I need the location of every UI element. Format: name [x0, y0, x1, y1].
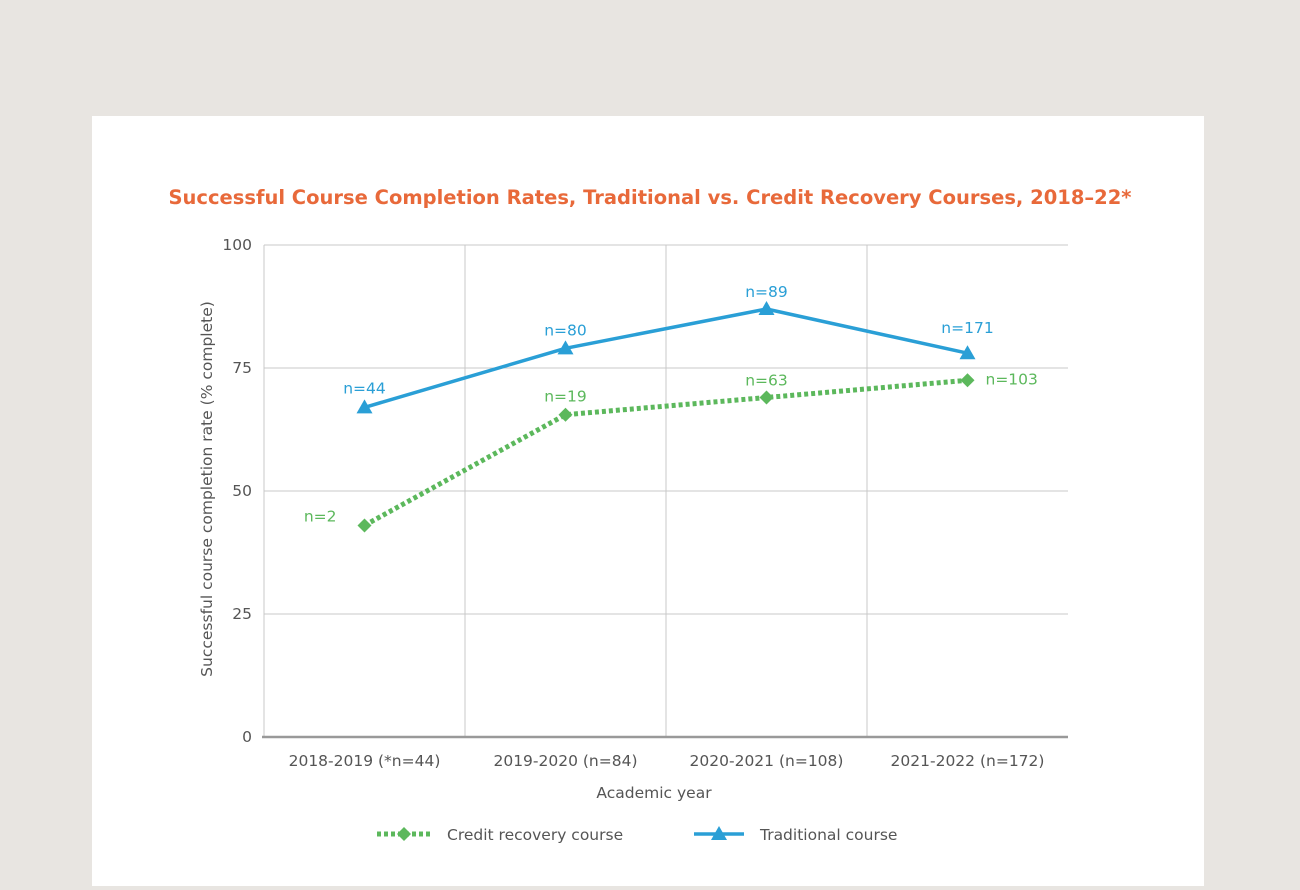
y-axis-ticks: 0 25 50 75 100 [222, 236, 252, 746]
gridlines [262, 244, 1068, 739]
data-point-credit-recovery [759, 390, 774, 405]
x-tick-label: 2020-2021 (n=108) [690, 752, 844, 770]
series-line-credit-recovery [363, 377, 968, 528]
legend-label-traditional: Traditional course [759, 826, 897, 844]
data-label: n=63 [745, 372, 788, 390]
data-label: n=171 [941, 319, 993, 337]
legend-label-credit-recovery: Credit recovery course [447, 826, 623, 844]
chart-card: Successful Course Completion Rates, Trad… [92, 116, 1204, 886]
y-tick-label: 75 [232, 359, 252, 377]
data-label: n=89 [745, 283, 788, 301]
series-line-traditional [364, 307, 968, 410]
data-point-traditional [356, 399, 373, 414]
data-point-credit-recovery [960, 373, 975, 388]
x-axis-label: Academic year [596, 784, 712, 802]
data-point-traditional [758, 300, 775, 315]
data-point-credit-recovery [357, 518, 372, 533]
data-label: n=19 [544, 388, 587, 406]
y-axis-label: Successful course completion rate (% com… [198, 301, 216, 677]
y-tick-label: 100 [222, 236, 252, 254]
legend: Credit recovery course Traditional course [377, 826, 897, 844]
x-tick-label: 2018-2019 (*n=44) [289, 752, 441, 770]
data-point-traditional [557, 340, 574, 355]
data-label: n=80 [544, 321, 587, 339]
y-tick-label: 0 [242, 728, 252, 746]
y-tick-label: 25 [232, 605, 252, 623]
chart-title: Successful Course Completion Rates, Trad… [168, 186, 1131, 209]
line-chart: Successful Course Completion Rates, Trad… [168, 186, 1131, 844]
x-tick-label: 2021-2022 (n=172) [891, 752, 1045, 770]
data-point-credit-recovery [558, 407, 573, 422]
legend-marker-traditional [711, 826, 727, 840]
series-group: n=2 n=19 n=63 n=103 n=44 n=80 n=89 n=171 [304, 283, 1038, 533]
x-tick-label: 2019-2020 (n=84) [493, 752, 637, 770]
data-label: n=44 [343, 379, 386, 397]
data-label: n=103 [986, 370, 1038, 388]
data-label: n=2 [304, 507, 337, 525]
legend-marker-credit-recovery [397, 827, 411, 841]
data-point-traditional [959, 345, 976, 360]
x-axis-ticks: 2018-2019 (*n=44) 2019-2020 (n=84) 2020-20… [289, 752, 1045, 770]
y-tick-label: 50 [232, 482, 252, 500]
